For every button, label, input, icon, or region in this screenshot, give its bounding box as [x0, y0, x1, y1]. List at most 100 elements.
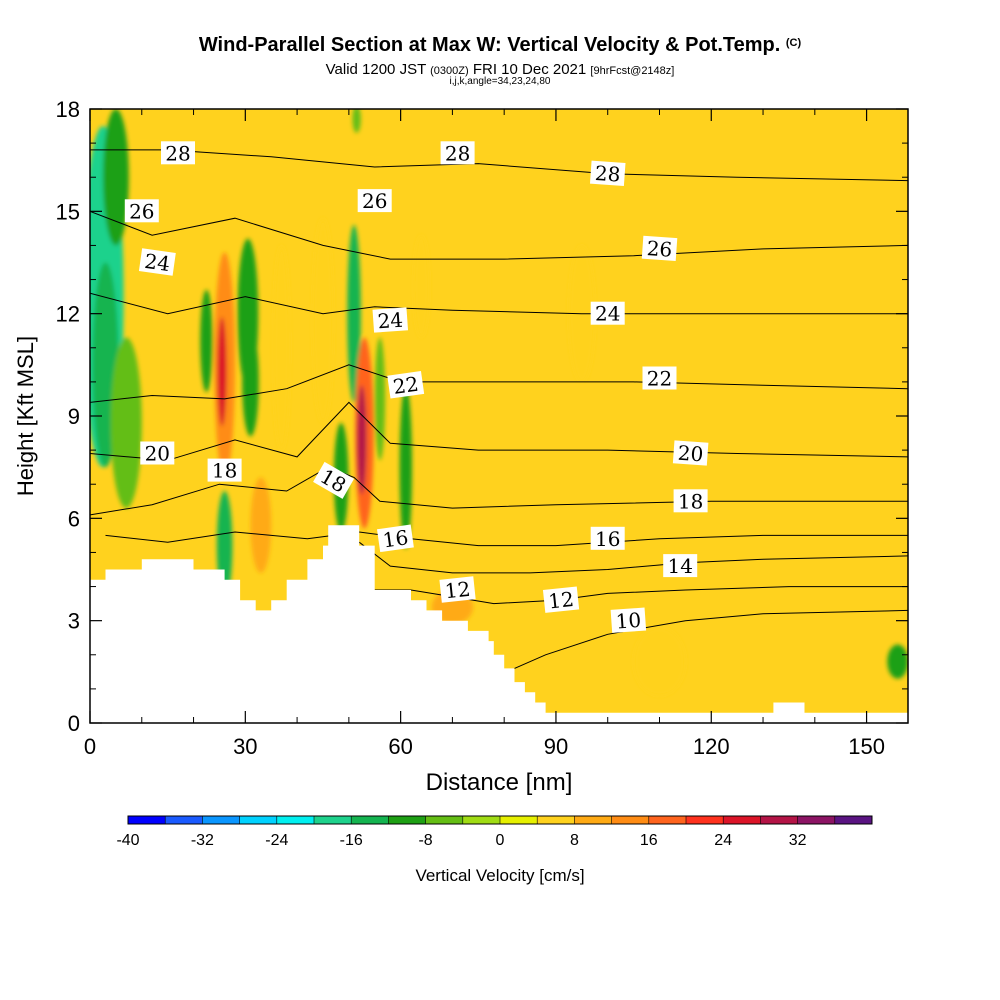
- contour-label-box: [642, 366, 677, 390]
- valid-date: FRI 10 Dec 2021: [472, 61, 587, 78]
- colorbar-tick-label: 24: [714, 832, 732, 849]
- colorbar-swatch-1: [165, 816, 203, 824]
- contour-label-box: [663, 554, 698, 578]
- colorbar-tick-label: -32: [191, 832, 214, 849]
- copyright-mark: (C): [785, 37, 802, 49]
- contour-label-text: 20: [677, 441, 704, 467]
- velocity-cell-2: [102, 109, 129, 246]
- velocity-cell-19: [399, 385, 413, 550]
- colorbar-tick-label: -40: [116, 832, 139, 849]
- x-tick-label: 90: [544, 734, 568, 759]
- contour-label-2: 28: [589, 160, 626, 187]
- velocity-cell-24: [887, 644, 908, 679]
- velocity-cell-9: [242, 327, 259, 437]
- colorbar-tick-label: 32: [789, 832, 807, 849]
- pot-temp-contour-24: [90, 292, 908, 315]
- contour-label-box: [138, 248, 176, 276]
- forecast-info: [9hrFcst@2148z]: [590, 65, 675, 77]
- contour-label-1: 28: [440, 141, 475, 165]
- contour-label-box: [589, 160, 626, 186]
- contour-label-text: 22: [647, 367, 672, 391]
- contour-label-13: 18: [207, 458, 242, 483]
- contour-label-box: [590, 301, 625, 325]
- y-tick-label: 3: [68, 609, 80, 634]
- contour-label-text: 26: [129, 199, 154, 223]
- colorbar-swatch-12: [574, 816, 612, 824]
- contour-label-box: [641, 235, 678, 262]
- contour-label-box: [542, 586, 580, 613]
- contour-label-box: [372, 307, 409, 333]
- contour-label-box: [376, 524, 414, 553]
- contour-label-5: 26: [641, 235, 678, 262]
- contour-label-0: 28: [161, 141, 195, 165]
- params-text: i,j,k,angle=34,23,24,80: [449, 76, 551, 87]
- y-tick-label: 12: [56, 302, 80, 327]
- contour-label-box: [673, 489, 708, 513]
- chart-title-text: Wind-Parallel Section at Max W: Vertical…: [198, 34, 781, 56]
- contour-label-8: 24: [590, 301, 625, 326]
- colorbar-swatch-2: [202, 816, 240, 824]
- x-tick-label: 150: [848, 734, 885, 759]
- contour-label-text: 28: [165, 141, 190, 165]
- colorbar-swatch-10: [500, 816, 538, 824]
- contour-label-text: 26: [362, 189, 387, 213]
- contour-label-text: 24: [377, 308, 404, 334]
- colorbar-tick-label: 8: [570, 832, 579, 849]
- terrain: [90, 525, 908, 723]
- contour-label-15: 18: [673, 489, 708, 513]
- contour-label-text: 28: [594, 161, 621, 187]
- contour-label-box: [610, 607, 647, 633]
- colorbar-swatch-8: [425, 816, 464, 824]
- colorbar-tick-label: -24: [265, 832, 288, 849]
- contour-label-text: 12: [444, 577, 472, 604]
- contour-label-text: 24: [143, 249, 172, 276]
- contour-label-box: [124, 199, 159, 223]
- contour-label-text: 22: [392, 372, 421, 399]
- y-tick-label: 9: [68, 404, 80, 429]
- chart-params: i,j,k,angle=34,23,24,80: [0, 76, 1000, 87]
- contour-label-text: 24: [595, 302, 620, 326]
- colorbar-swatch-15: [686, 816, 724, 824]
- velocity-cell-6: [217, 317, 227, 427]
- contour-label-box: [387, 371, 425, 399]
- contour-label-text: 20: [145, 442, 170, 466]
- pot-temp-contour-22: [90, 364, 908, 403]
- colorbar-tick-label: 16: [640, 832, 658, 849]
- pot-temp-contour-14: [358, 541, 908, 574]
- y-tick-label: 0: [68, 711, 80, 736]
- pot-temp-contour-20: [90, 401, 908, 461]
- contour-label-text: 28: [445, 141, 470, 165]
- valid-prefix: Valid 1200 JST: [325, 61, 426, 78]
- colorbar-swatch-16: [723, 816, 761, 824]
- pot-temp-contour-18: [90, 466, 908, 516]
- contour-label-box: [357, 189, 392, 213]
- colorbar-swatch-19: [834, 816, 873, 824]
- velocity-cell-14: [352, 109, 361, 133]
- x-tick-label: 30: [233, 734, 257, 759]
- x-tick-label: 0: [84, 734, 96, 759]
- colorbar-tick-label: 0: [496, 832, 505, 849]
- velocity-cell-23: [633, 627, 686, 696]
- colorbar-swatch-13: [611, 816, 650, 824]
- valid-utc: (0300Z): [430, 65, 469, 77]
- contour-label-text: 18: [678, 489, 703, 513]
- contour-label-7: 24: [372, 307, 409, 334]
- y-axis-label: Height [Kft MSL]: [13, 336, 38, 496]
- contour-label-4: 26: [357, 189, 392, 213]
- contour-label-10: 22: [642, 366, 677, 391]
- contour-label-box: [590, 526, 625, 550]
- colorbar-swatch-9: [462, 816, 501, 824]
- pot-temp-contour-26: [90, 210, 908, 260]
- velocity-cell-20: [413, 235, 430, 338]
- y-tick-label: 18: [56, 97, 80, 122]
- colorbar-swatch-17: [760, 816, 798, 824]
- colorbar-swatch-18: [797, 816, 836, 824]
- colorbar-label: Vertical Velocity [cm/s]: [415, 866, 584, 885]
- colorbar-tick-label: -16: [340, 832, 363, 849]
- colorbar-swatch-11: [537, 816, 575, 824]
- contour-label-16: 16: [376, 524, 414, 553]
- colorbar-swatch-4: [276, 816, 315, 824]
- colorbar-swatch-0: [128, 816, 166, 824]
- colorbar-swatch-14: [648, 816, 687, 824]
